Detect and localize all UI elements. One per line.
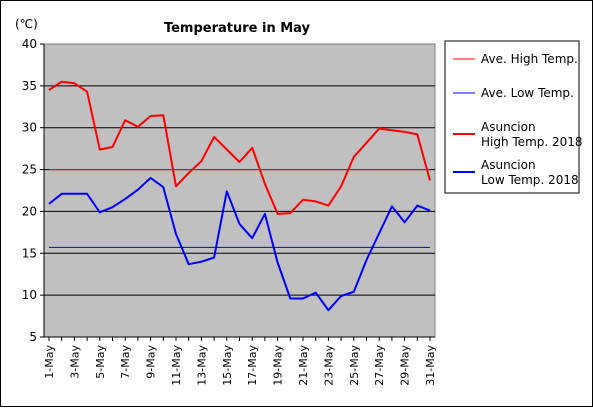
plot-area [43,43,436,338]
x-tick-label: 31-May [424,345,437,386]
y-unit-label: (℃) [15,17,38,31]
y-tick-label: 5 [29,330,37,344]
series-line-3 [48,80,431,215]
x-tick-label: 11-May [170,345,183,386]
x-tick-label: 7-May [119,345,132,379]
y-tick-label: 15 [22,246,37,260]
legend-label: Asuncion [481,158,536,172]
series-line-4 [48,176,431,312]
legend-label: Asuncion [481,120,536,134]
x-tick-label: 15-May [221,345,234,386]
y-tick-label: 10 [22,288,37,302]
legend-label: Low Temp. 2018 [481,173,579,187]
y-tick-label: 20 [22,204,37,218]
y-tick-label: 25 [22,163,37,177]
y-tick-label: 40 [22,37,37,51]
x-tick-label: 5-May [94,345,107,379]
x-tick-label: 29-May [399,345,412,386]
y-tick-label: 30 [22,121,37,135]
legend-label: High Temp. 2018 [481,135,583,149]
x-tick-label: 1-May [43,345,56,379]
legend-box [444,40,580,194]
x-tick-label: 21-May [297,345,310,386]
x-tick-label: 19-May [272,345,285,386]
legend-label: Ave. Low Temp. [481,86,574,100]
chart-title: Temperature in May [164,21,311,36]
x-tick-label: 17-May [246,345,259,386]
x-tick-label: 23-May [322,345,335,386]
x-tick-label: 27-May [373,345,386,386]
x-tick-label: 3-May [68,345,81,379]
x-tick-label: 9-May [145,345,158,379]
x-tick-label: 25-May [348,345,361,386]
x-tick-label: 13-May [195,345,208,386]
y-tick-label: 35 [22,79,37,93]
legend-label: Ave. High Temp. [481,52,578,66]
